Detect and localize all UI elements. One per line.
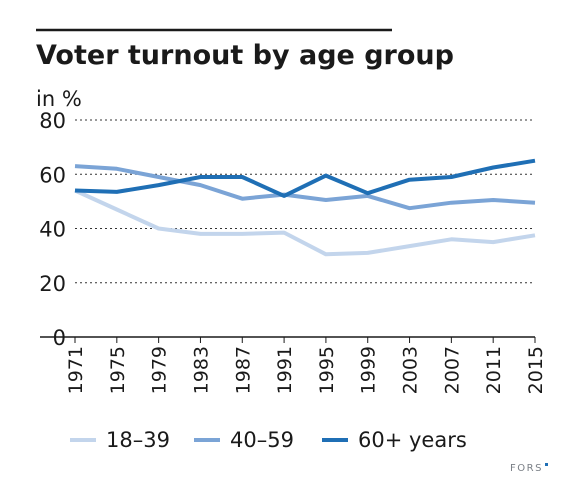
x-tick-label: 1995 <box>316 346 338 394</box>
x-tick-label: 2003 <box>400 346 422 394</box>
y-tick-label: 20 <box>39 272 66 296</box>
unit-label: in % <box>36 87 82 111</box>
x-tick-label: 2011 <box>483 346 505 394</box>
x-tick-label: 1987 <box>232 346 254 394</box>
x-tick-label: 2015 <box>525 346 547 394</box>
x-axis-ticks: 1971 1975 1979 1983 1987 1991 1995 1999 2003 2007… <box>65 337 547 394</box>
legend: 18–39 40–59 60+ years <box>70 428 467 452</box>
y-axis-ticks: 0 20 40 60 80 <box>39 109 66 350</box>
series-line-3 <box>74 158 536 198</box>
brand-mark <box>545 463 548 466</box>
gridlines <box>40 119 535 338</box>
x-tick-label: 1999 <box>358 346 380 394</box>
x-tick-label: 1991 <box>274 346 296 394</box>
y-tick-label: 0 <box>53 326 66 350</box>
brand-text: FORS <box>510 463 543 474</box>
x-tick-label: 1979 <box>149 346 171 394</box>
y-tick-label: 80 <box>39 109 66 133</box>
legend-label-1: 18–39 <box>106 428 170 452</box>
series-line-1 <box>74 188 536 257</box>
legend-label-2: 40–59 <box>230 428 294 452</box>
chart-title: Voter turnout by age group <box>36 40 454 71</box>
series-lines <box>74 158 536 257</box>
brand-logo: FORS <box>510 463 548 474</box>
x-tick-label: 1971 <box>65 346 87 394</box>
y-tick-label: 40 <box>39 218 66 242</box>
x-tick-label: 1975 <box>107 346 129 394</box>
x-tick-label: 1983 <box>190 346 212 394</box>
y-tick-label: 60 <box>39 163 66 187</box>
x-tick-label: 2007 <box>441 346 463 394</box>
series-line-2 <box>74 164 536 211</box>
legend-label-3: 60+ years <box>358 428 467 452</box>
